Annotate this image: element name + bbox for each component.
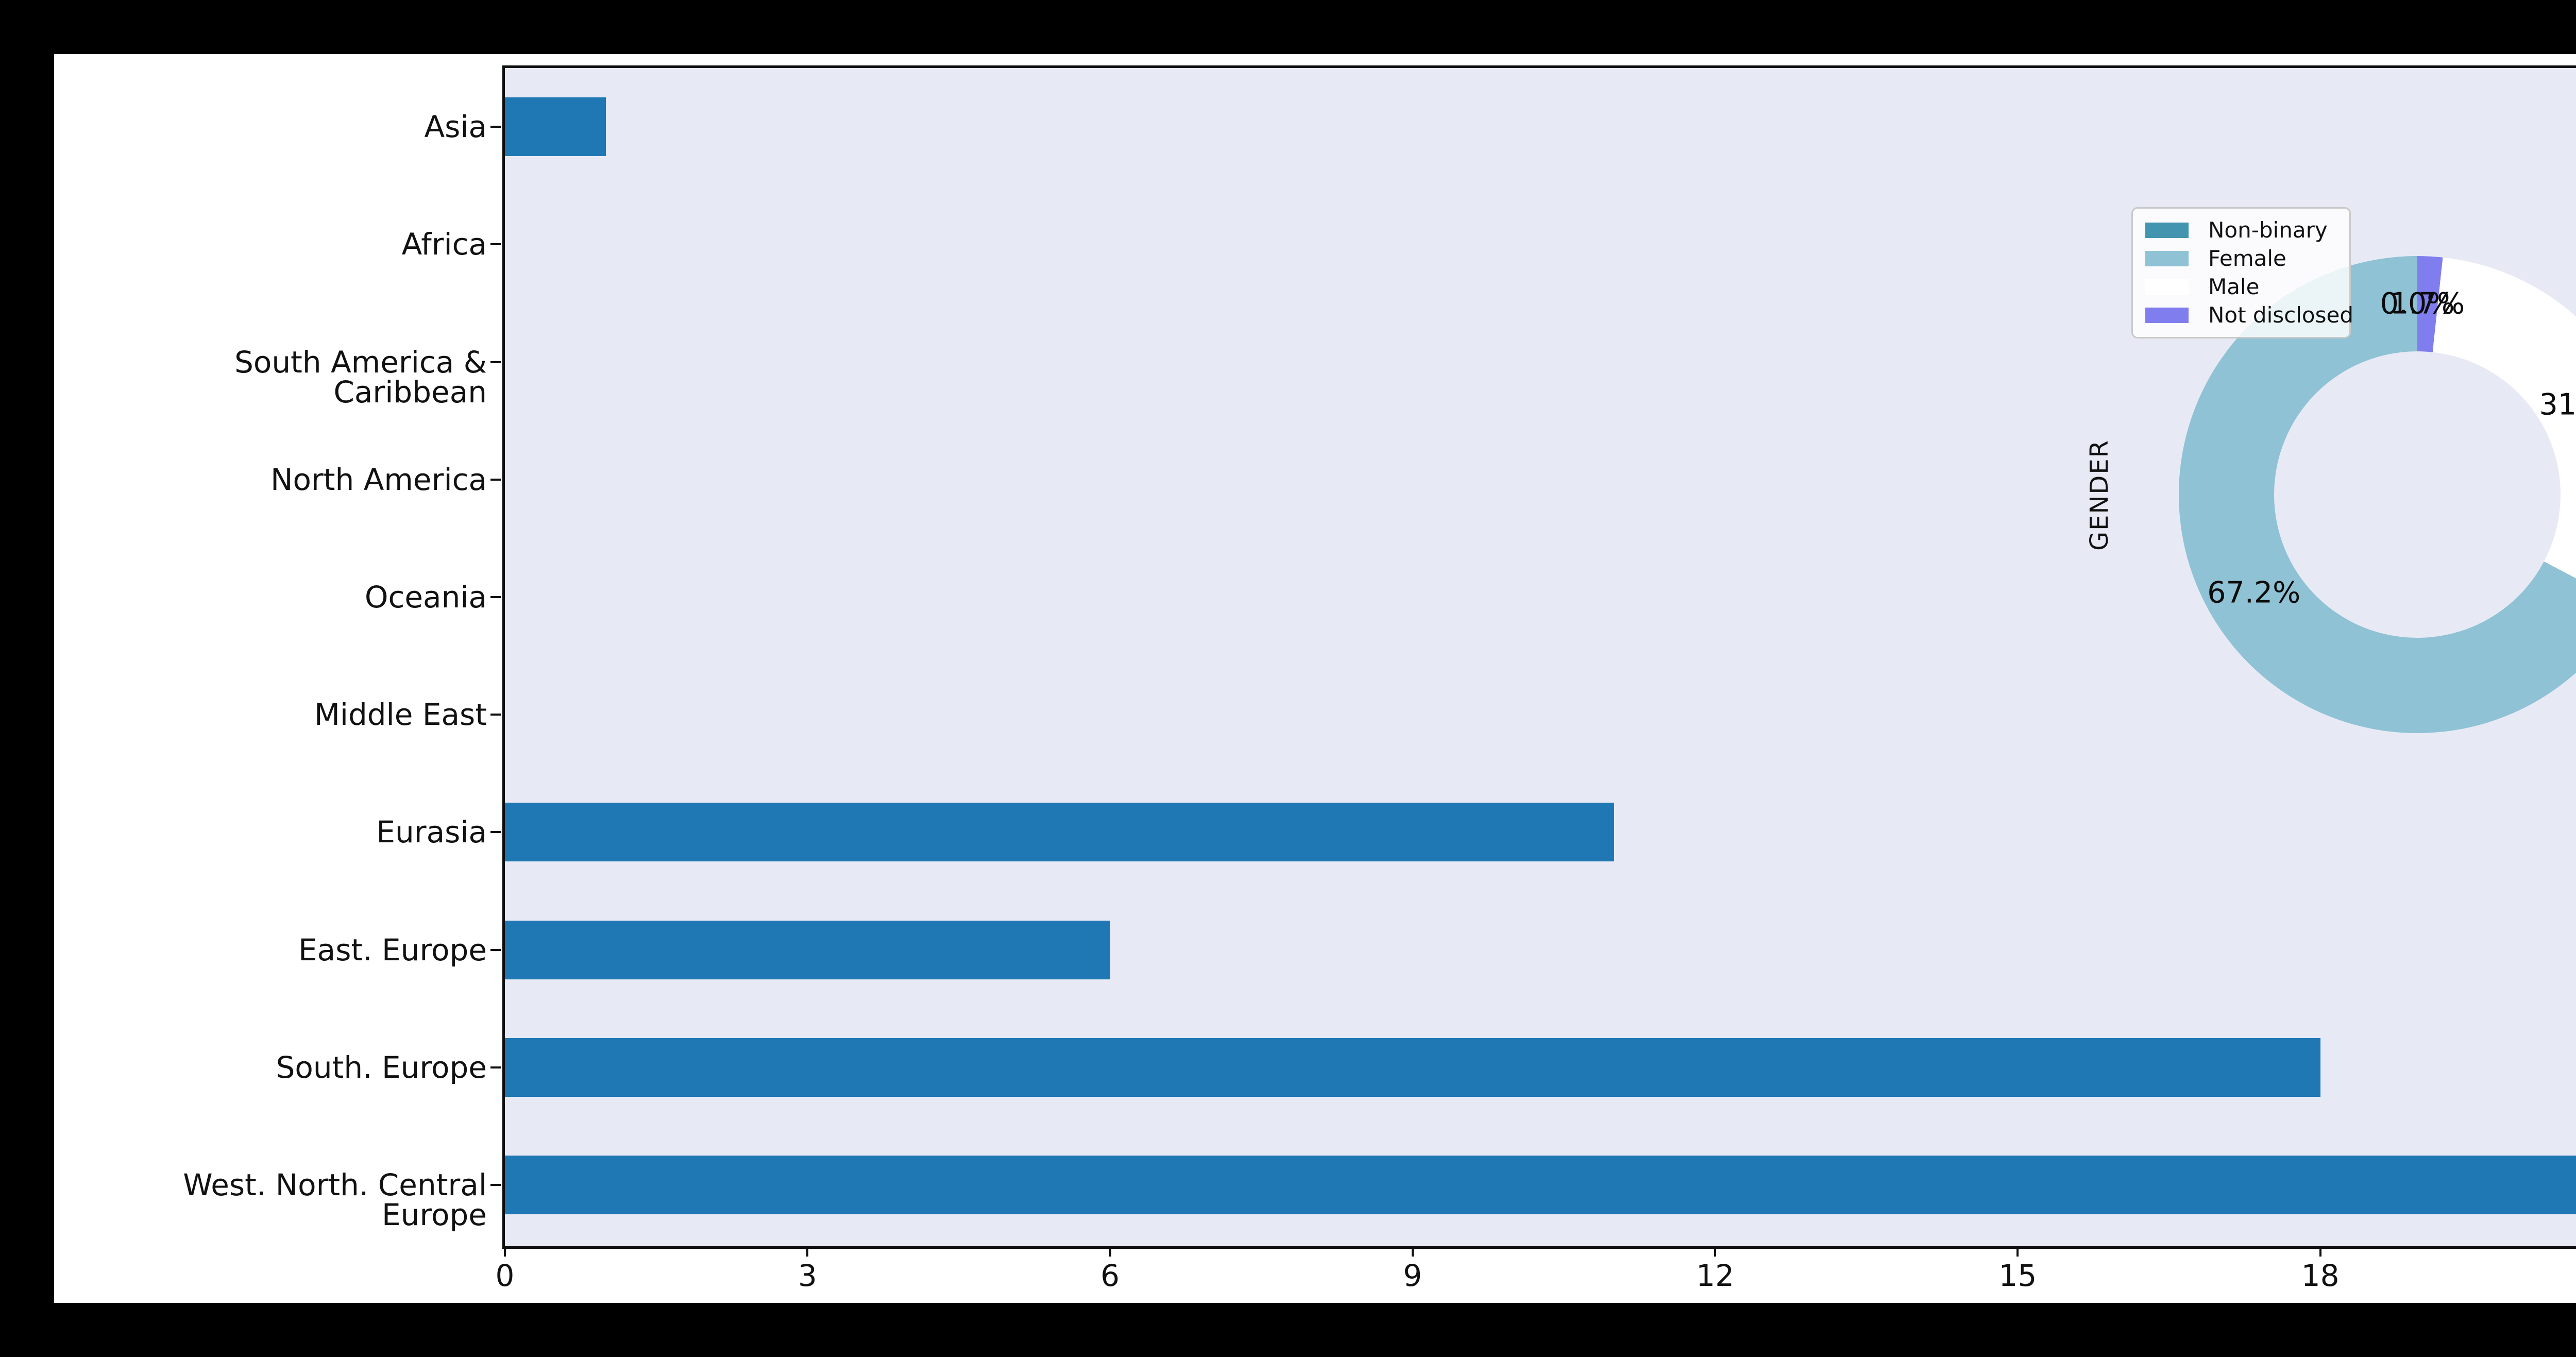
legend-swatch-icon <box>2145 250 2189 266</box>
bar-7 <box>505 920 1110 979</box>
legend-label: Not disclosed <box>2208 302 2353 328</box>
y-tick-label: South. Europe <box>276 1049 487 1085</box>
x-tick-label: 21 <box>2571 1261 2576 1291</box>
x-tick-mark <box>1714 1246 1717 1257</box>
y-tick-label: West. North. Central Europe <box>183 1167 487 1232</box>
x-tick-mark <box>504 1246 506 1257</box>
bar-9 <box>505 1155 2576 1214</box>
legend-label: Male <box>2208 274 2260 300</box>
x-tick-mark <box>2016 1246 2019 1257</box>
y-tick-mark <box>490 596 501 598</box>
x-tick-label: 18 <box>2301 1258 2340 1293</box>
bar-8 <box>505 1038 2320 1097</box>
legend-swatch-icon <box>2145 222 2189 238</box>
donut-pct-label: 0.0% <box>2380 286 2455 321</box>
y-tick-label: South America & Caribbean <box>234 344 487 410</box>
inset-y-axis-label: GENDER <box>2085 439 2114 551</box>
x-tick-mark <box>806 1246 809 1257</box>
chart-figure: Asia Africa South America & Caribbean North… <box>54 54 2576 1303</box>
y-tick-label: Africa <box>401 227 487 262</box>
y-tick-mark <box>490 1066 501 1068</box>
y-tick-mark <box>490 126 501 128</box>
x-tick-label: 9 <box>1403 1258 1422 1293</box>
x-tick-label: 3 <box>798 1258 817 1293</box>
x-tick-mark <box>1411 1246 1414 1257</box>
legend-row: Male <box>2145 276 2337 298</box>
x-tick-label: 15 <box>1998 1258 2037 1293</box>
y-tick-mark <box>490 243 501 246</box>
donut-pct-label: 31.0% <box>2539 387 2576 422</box>
legend-row: Non-binary <box>2145 217 2337 243</box>
x-tick-label: 0 <box>495 1258 515 1293</box>
legend-label: Non-binary <box>2208 217 2328 243</box>
legend-label: Female <box>2208 245 2286 271</box>
y-tick-mark <box>490 831 501 834</box>
legend-swatch-icon <box>2145 308 2189 324</box>
bar-6 <box>505 803 1615 862</box>
donut-pct-label: 1.7% <box>2390 286 2465 321</box>
bar-0 <box>505 97 606 157</box>
y-tick-mark <box>490 948 501 951</box>
x-tick-label: 6 <box>1100 1258 1120 1293</box>
legend-swatch-icon <box>2145 279 2189 295</box>
y-tick-label: Oceania <box>364 579 487 615</box>
y-tick-label: East. Europe <box>298 932 487 968</box>
y-tick-mark <box>490 1183 501 1186</box>
donut-pct-label: 67.2% <box>2207 575 2301 610</box>
x-tick-mark <box>1109 1246 1111 1257</box>
legend-row: Female <box>2145 247 2337 270</box>
y-tick-label: Asia <box>424 109 487 145</box>
x-tick-label: 12 <box>1696 1258 1734 1293</box>
y-tick-mark <box>490 361 501 363</box>
y-tick-label: North America <box>270 462 487 497</box>
y-tick-mark <box>490 714 501 716</box>
x-tick-mark <box>2319 1246 2321 1257</box>
y-tick-label: Middle East <box>314 697 487 733</box>
donut-hole <box>2274 351 2561 638</box>
y-tick-mark <box>490 478 501 481</box>
donut-legend: Non-binary Female Male Not disclosed <box>2131 207 2353 338</box>
y-tick-label: Eurasia <box>376 815 487 850</box>
legend-row: Not disclosed <box>2145 304 2353 327</box>
